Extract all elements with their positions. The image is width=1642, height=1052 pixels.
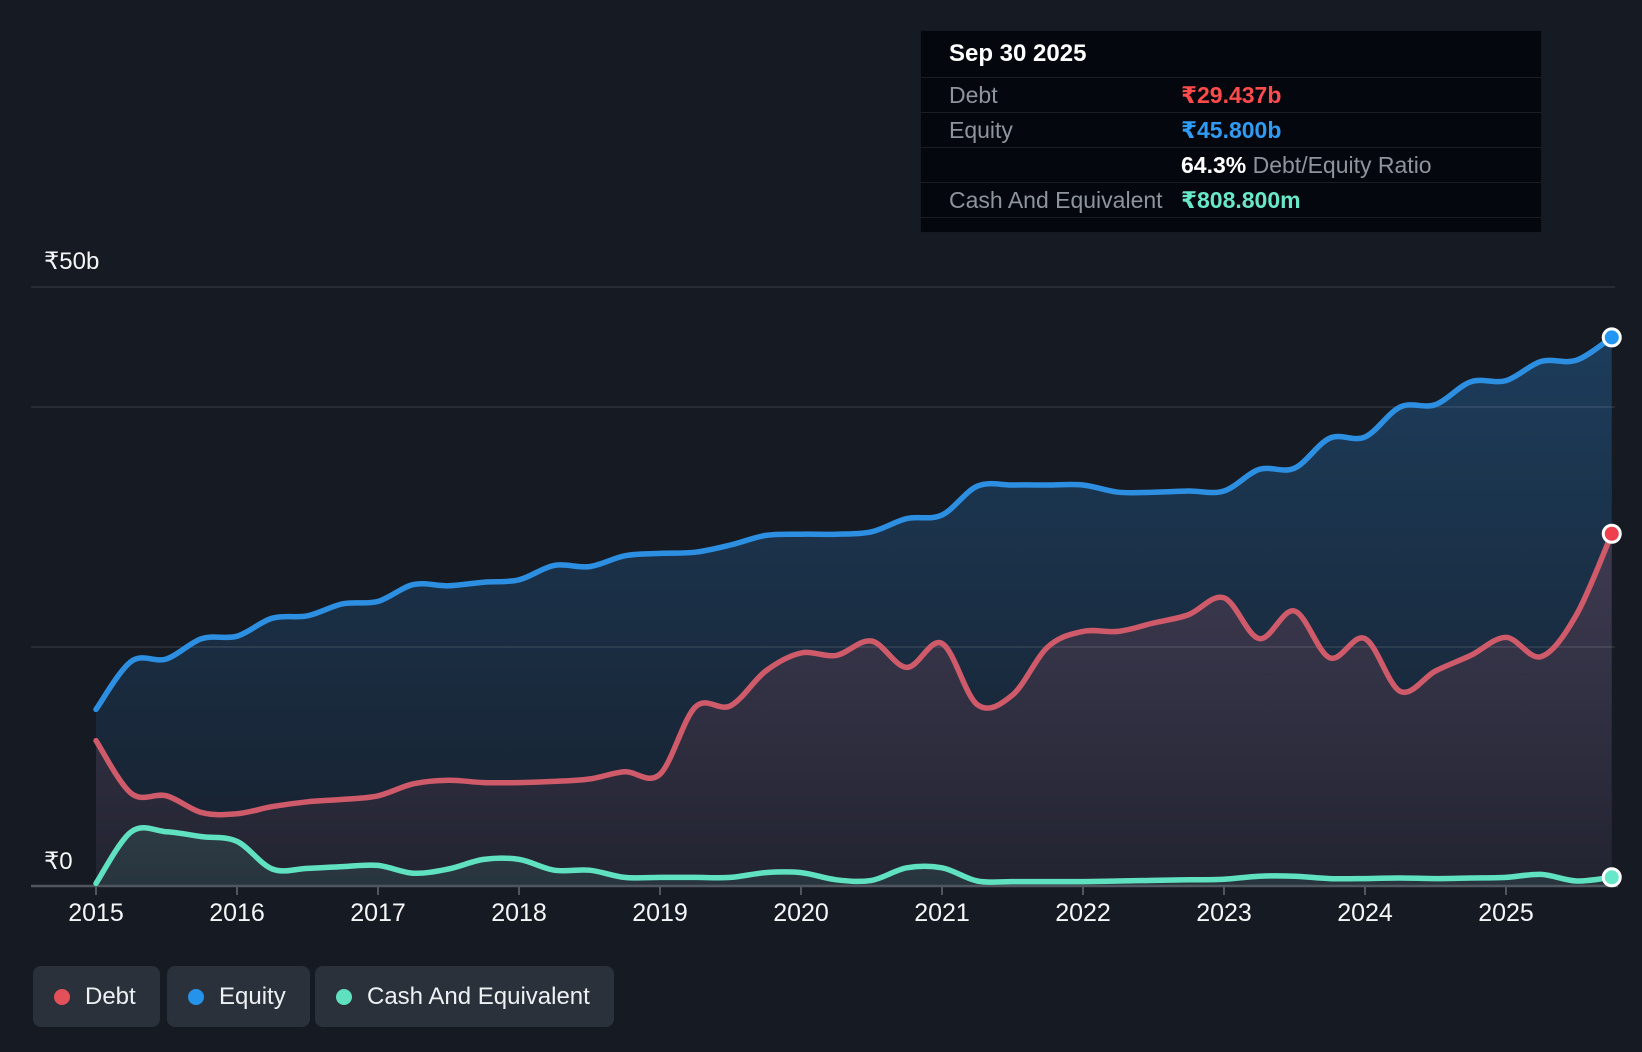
tooltip-ratio-label: Debt/Equity Ratio [1246,152,1432,178]
area-fill-cash-and-equivalent [96,827,1612,886]
legend-equity-label: Equity [219,982,286,1010]
tooltip-debt-value: ₹29.437b [1181,82,1282,108]
series-lines [93,334,1615,887]
x-label-2017: 2017 [350,899,406,927]
tooltip-row-ratio: 64.3% Debt/Equity Ratio [921,147,1541,182]
x-label-2016: 2016 [209,899,265,927]
equity-dot-icon [188,988,204,1005]
y-axis-labels: ₹50b ₹0 [44,248,99,875]
legend-item-equity[interactable]: Equity [167,966,310,1027]
endpoint-markers [1601,327,1622,888]
x-label-2021: 2021 [914,899,970,927]
x-axis [31,884,1618,895]
tooltip-cash-value: ₹808.800m [1181,187,1301,213]
series-line-debt [93,531,1615,818]
x-label-2025: 2025 [1478,899,1534,927]
tooltip-ratio-value: 64.3% [1181,152,1247,178]
tooltip-date: Sep 30 2025 [949,40,1087,67]
debt-dot-icon [54,988,70,1005]
x-label-2020: 2020 [773,899,829,927]
tooltip-equity-value: ₹45.800b [1181,117,1282,143]
tooltip-ratio: 64.3% Debt/Equity Ratio [1181,148,1432,182]
x-label-2023: 2023 [1196,899,1252,927]
series-line-cash-and-equivalent [93,825,1615,887]
x-label-2024: 2024 [1337,899,1393,927]
y-label-50: ₹50b [44,248,99,275]
series-line-equity [93,334,1615,713]
tooltip-equity-label: Equity [949,117,1013,143]
area-fill-debt [96,533,1612,886]
area-fills [96,337,1612,886]
legend-cash-label: Cash And Equivalent [367,982,590,1010]
tooltip-row-debt: Debt ₹29.437b [921,77,1541,112]
tooltip-row-cash: Cash And Equivalent ₹808.800m [921,182,1541,217]
x-label-2022: 2022 [1055,899,1111,927]
legend-item-debt[interactable]: Debt [33,966,160,1027]
tooltip-row-equity: Equity ₹45.800b [921,112,1541,147]
x-axis-labels: 2015 2016 2017 2018 2019 2020 2021 2022 2023 2024… [68,899,1534,927]
x-label-2018: 2018 [491,899,547,927]
chart-tooltip: Sep 30 2025 Debt ₹29.437b Equity ₹45.800… [920,30,1542,233]
cash-dot-icon [336,988,352,1005]
tooltip-debt-label: Debt [949,82,998,108]
endpoint-marker-equity [1601,327,1622,348]
tooltip-bottom-divider [921,217,1541,228]
x-label-2015: 2015 [68,899,124,927]
chart-legend: Debt Equity Cash And Equivalent [0,966,1642,1028]
x-label-2019: 2019 [632,899,688,927]
endpoint-marker-debt [1601,523,1622,544]
tooltip-cash-label: Cash And Equivalent [949,187,1163,213]
endpoint-marker-cash-and-equivalent [1601,867,1622,888]
legend-debt-label: Debt [85,982,136,1010]
y-label-0: ₹0 [44,848,73,875]
legend-item-cash[interactable]: Cash And Equivalent [315,966,614,1027]
